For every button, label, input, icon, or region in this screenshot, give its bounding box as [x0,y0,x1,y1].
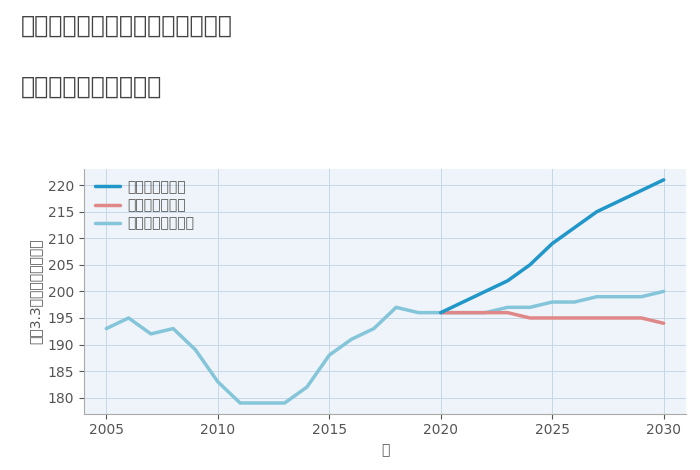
ノーマルシナリオ [548,299,556,305]
バッドシナリオ [458,310,467,315]
バッドシナリオ [548,315,556,321]
ノーマルシナリオ [526,305,534,310]
バッドシナリオ [593,315,601,321]
Line: グッドシナリオ: グッドシナリオ [441,180,664,313]
ノーマルシナリオ [570,299,579,305]
グッドシナリオ [659,177,668,183]
グッドシナリオ [503,278,512,283]
ノーマルシナリオ [125,315,133,321]
ノーマルシナリオ [147,331,155,337]
ノーマルシナリオ [414,310,423,315]
ノーマルシナリオ [169,326,177,331]
ノーマルシナリオ [214,379,222,384]
ノーマルシナリオ [303,384,312,390]
グッドシナリオ [481,289,489,294]
バッドシナリオ [659,321,668,326]
Line: バッドシナリオ: バッドシナリオ [441,313,664,323]
ノーマルシナリオ [258,400,267,406]
バッドシナリオ [570,315,579,321]
ノーマルシナリオ [236,400,244,406]
グッドシナリオ [570,225,579,230]
ノーマルシナリオ [191,347,200,352]
グッドシナリオ [637,188,645,193]
X-axis label: 年: 年 [381,443,389,457]
ノーマルシナリオ [437,310,445,315]
ノーマルシナリオ [503,305,512,310]
Y-axis label: 坪（3.3㎡）単価（万円）: 坪（3.3㎡）単価（万円） [28,239,42,344]
Line: ノーマルシナリオ: ノーマルシナリオ [106,291,664,403]
ノーマルシナリオ [458,310,467,315]
Legend: グッドシナリオ, バッドシナリオ, ノーマルシナリオ: グッドシナリオ, バッドシナリオ, ノーマルシナリオ [91,176,198,235]
ノーマルシナリオ [481,310,489,315]
バッドシナリオ [437,310,445,315]
バッドシナリオ [481,310,489,315]
Text: 神奈川県川崎市高津区千年新町の: 神奈川県川崎市高津区千年新町の [21,14,233,38]
ノーマルシナリオ [325,352,333,358]
バッドシナリオ [503,310,512,315]
グッドシナリオ [437,310,445,315]
ノーマルシナリオ [370,326,378,331]
バッドシナリオ [637,315,645,321]
グッドシナリオ [458,299,467,305]
ノーマルシナリオ [637,294,645,299]
ノーマルシナリオ [347,337,356,342]
ノーマルシナリオ [281,400,289,406]
グッドシナリオ [548,241,556,246]
バッドシナリオ [615,315,623,321]
グッドシナリオ [526,262,534,267]
ノーマルシナリオ [615,294,623,299]
グッドシナリオ [615,198,623,204]
ノーマルシナリオ [102,326,111,331]
ノーマルシナリオ [659,289,668,294]
グッドシナリオ [593,209,601,214]
ノーマルシナリオ [392,305,400,310]
バッドシナリオ [526,315,534,321]
ノーマルシナリオ [593,294,601,299]
Text: 中古戸建ての価格推移: 中古戸建ての価格推移 [21,75,162,99]
